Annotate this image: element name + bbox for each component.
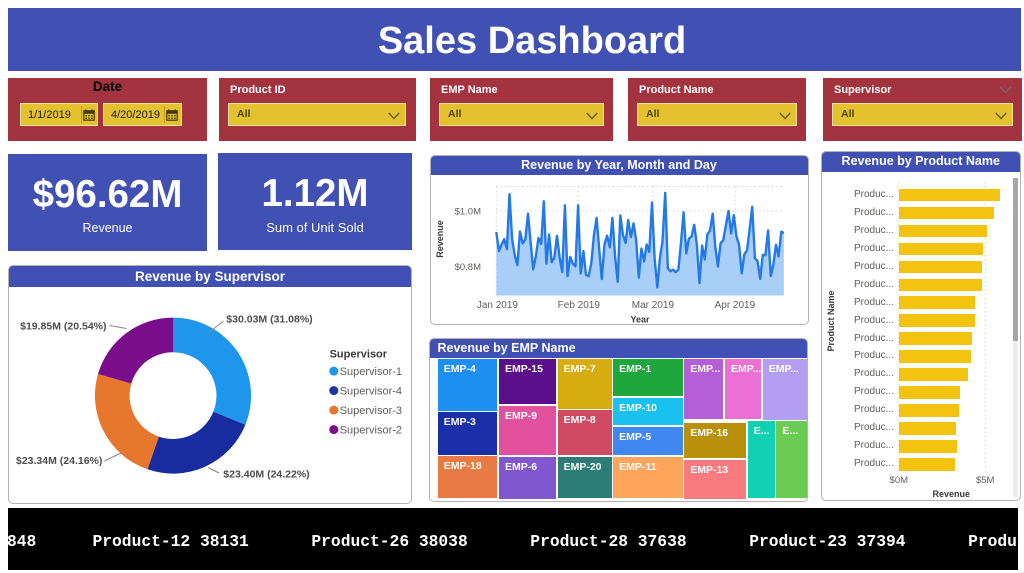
- svg-text:Supervisor-4: Supervisor-4: [340, 385, 402, 397]
- svg-text:Supervisor: Supervisor: [330, 348, 388, 360]
- svg-text:$30.03M (31.08%): $30.03M (31.08%): [226, 313, 312, 325]
- svg-text:Year: Year: [630, 314, 650, 324]
- svg-text:Supervisor-2: Supervisor-2: [340, 424, 402, 436]
- svg-text:$23.34M (24.16%): $23.34M (24.16%): [16, 455, 102, 467]
- svg-text:$23.40M (24.22%): $23.40M (24.22%): [223, 468, 309, 480]
- svg-text:Supervisor-1: Supervisor-1: [340, 366, 402, 378]
- svg-text:Mar 2019: Mar 2019: [631, 299, 674, 310]
- svg-text:$19.85M (20.54%): $19.85M (20.54%): [20, 320, 106, 332]
- svg-text:Jan 2019: Jan 2019: [476, 299, 518, 310]
- svg-text:$0.8M: $0.8M: [454, 261, 480, 272]
- svg-text:Supervisor-3: Supervisor-3: [340, 405, 402, 417]
- svg-text:Feb 2019: Feb 2019: [557, 299, 600, 310]
- svg-text:Apr 2019: Apr 2019: [714, 299, 755, 310]
- svg-text:$1.0M: $1.0M: [454, 206, 480, 217]
- svg-text:Revenue: Revenue: [435, 220, 445, 258]
